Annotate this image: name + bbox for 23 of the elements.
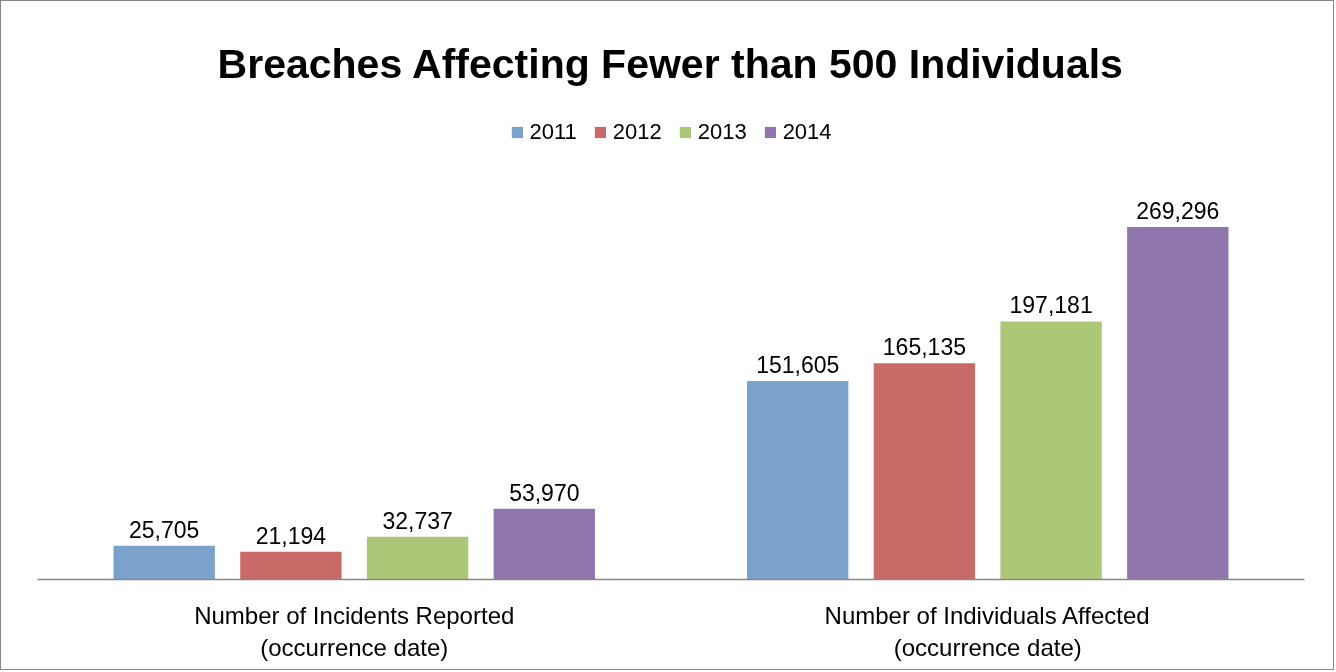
data-label: 197,181 [1009,292,1093,319]
bar [366,536,469,580]
x-tick-label: Number of Incidents Reported (occurrence date) [194,601,515,661]
bar [493,508,595,580]
x-tick-label: Number of Individuals Affected (occurrence date) [824,601,1150,661]
legend-label: 2012 [612,119,662,145]
bar [873,363,976,580]
legend-label: 2011 [529,119,577,145]
bar [1000,321,1102,580]
bar [113,545,215,580]
bar [240,551,342,580]
data-label: 165,135 [882,334,966,361]
data-label: 25,705 [129,516,200,543]
data-label: 53,970 [509,479,580,506]
data-label: 269,296 [1136,197,1220,224]
data-label: 151,605 [756,352,840,379]
bar [747,381,849,580]
chart-title: Breaches Affecting Fewer than 500 Individuals [217,40,1123,87]
legend-label: 2014 [782,119,832,145]
bar [1127,226,1229,580]
data-label: 21,194 [255,522,327,549]
legend-label: 2013 [697,119,747,145]
data-label: 32,737 [382,507,453,534]
